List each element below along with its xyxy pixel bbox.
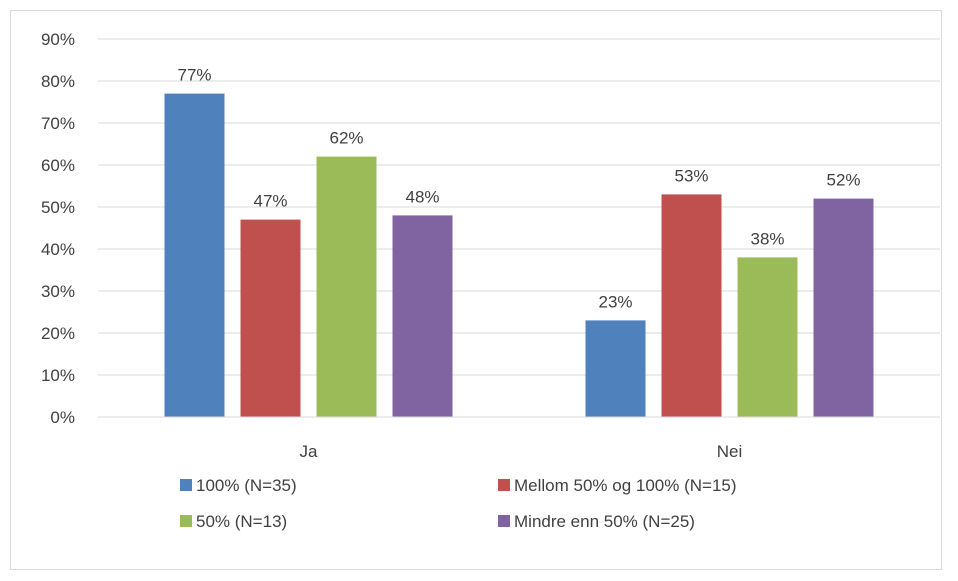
legend-label: Mindre enn 50% (N=25) xyxy=(514,512,695,531)
bar xyxy=(737,257,798,417)
legend-label: Mellom 50% og 100% (N=15) xyxy=(514,476,737,495)
legend-swatch xyxy=(498,479,510,491)
y-tick-label: 40% xyxy=(41,240,75,259)
bar xyxy=(240,219,301,417)
y-tick-label: 30% xyxy=(41,282,75,301)
data-label: 48% xyxy=(405,187,439,206)
y-tick-label: 90% xyxy=(41,30,75,49)
data-label: 77% xyxy=(177,66,211,85)
x-tick-label: Ja xyxy=(300,442,319,461)
y-tick-label: 60% xyxy=(41,156,75,175)
legend-label: 50% (N=13) xyxy=(196,512,287,531)
x-axis: Ja Nei xyxy=(98,416,940,461)
data-label: 62% xyxy=(329,129,363,148)
y-tick-label: 70% xyxy=(41,114,75,133)
y-axis: 0% 10% 20% 30% 40% 50% 60% 70% 80% 90% xyxy=(41,30,75,427)
y-tick-label: 50% xyxy=(41,198,75,217)
legend: 100% (N=35) Mellom 50% og 100% (N=15) 50% … xyxy=(180,476,737,531)
x-tick-label: Nei xyxy=(717,442,743,461)
data-labels: 77% 47% 62% 48% 23% 53% 38% 52% xyxy=(177,66,860,312)
legend-swatch xyxy=(180,515,192,527)
bar xyxy=(316,156,377,417)
bar xyxy=(585,320,646,417)
bar xyxy=(164,93,225,417)
bar xyxy=(813,198,874,417)
y-tick-label: 20% xyxy=(41,324,75,343)
y-tick-label: 10% xyxy=(41,366,75,385)
data-label: 52% xyxy=(826,171,860,190)
data-label: 53% xyxy=(674,166,708,185)
data-label: 47% xyxy=(253,192,287,211)
y-tick-label: 0% xyxy=(50,408,75,427)
bar xyxy=(661,194,722,417)
bars xyxy=(164,93,874,417)
legend-swatch xyxy=(498,515,510,527)
legend-label: 100% (N=35) xyxy=(196,476,297,495)
legend-swatch xyxy=(180,479,192,491)
bar xyxy=(392,215,453,417)
y-tick-label: 80% xyxy=(41,72,75,91)
data-label: 38% xyxy=(750,229,784,248)
data-label: 23% xyxy=(598,292,632,311)
